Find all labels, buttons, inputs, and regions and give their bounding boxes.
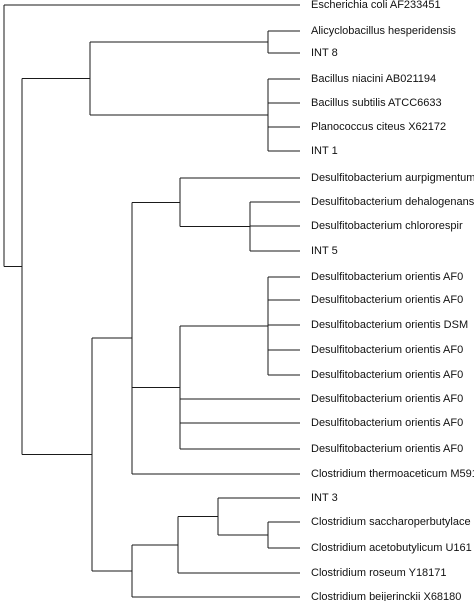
taxon-label-dor3: Desulfitobacterium orientis DSM bbox=[311, 319, 468, 331]
taxon-label-ecoli: Escherichia coli AF233451 bbox=[311, 0, 441, 11]
taxon-label-int8: INT 8 bbox=[311, 47, 338, 59]
taxon-label-bsub: Bacillus subtilis ATCC6633 bbox=[311, 97, 442, 109]
taxon-label-int1: INT 1 bbox=[311, 145, 338, 157]
taxon-label-csacch: Clostridium saccharoperbutylace bbox=[311, 516, 471, 528]
taxon-labels: Escherichia coli AF233451 Alicyclobacillu… bbox=[311, 0, 474, 601]
taxon-label-dor5: Desulfitobacterium orientis AF0 bbox=[311, 369, 463, 381]
taxon-label-dor7: Desulfitobacterium orientis AF0 bbox=[311, 417, 463, 429]
taxon-label-plano: Planococcus citeus X62172 bbox=[311, 121, 446, 133]
taxon-label-int5: INT 5 bbox=[311, 245, 338, 257]
taxon-label-int3: INT 3 bbox=[311, 492, 338, 504]
taxon-label-dor2: Desulfitobacterium orientis AF0 bbox=[311, 294, 463, 306]
taxon-label-dchlor: Desulfitobacterium chlororespir bbox=[311, 220, 463, 232]
taxon-label-alicy: Alicyclobacillus hesperidensis bbox=[311, 25, 456, 37]
taxon-label-bniacini: Bacillus niacini AB021194 bbox=[311, 73, 436, 85]
tree-branches bbox=[3, 4, 300, 598]
taxon-label-dor6: Desulfitobacterium orientis AF0 bbox=[311, 393, 463, 405]
taxon-label-daurip: Desulfitobacterium aurpigmentum bbox=[311, 172, 474, 184]
taxon-label-croseum: Clostridium roseum Y18171 bbox=[311, 567, 447, 579]
taxon-label-dor4: Desulfitobacterium orientis AF0 bbox=[311, 344, 463, 356]
taxon-label-dor8: Desulfitobacterium orientis AF0 bbox=[311, 443, 463, 455]
taxon-label-cbeij: Clostridium beijerinckii X68180 bbox=[311, 591, 461, 601]
taxon-label-dor1: Desulfitobacterium orientis AF0 bbox=[311, 271, 463, 283]
taxon-label-cthermo: Clostridium thermoaceticum M59121 bbox=[311, 468, 474, 480]
taxon-label-ddehal: Desulfitobacterium dehalogenans bbox=[311, 196, 474, 208]
taxon-label-caceto: Clostridium acetobutylicum U161 bbox=[311, 542, 472, 554]
